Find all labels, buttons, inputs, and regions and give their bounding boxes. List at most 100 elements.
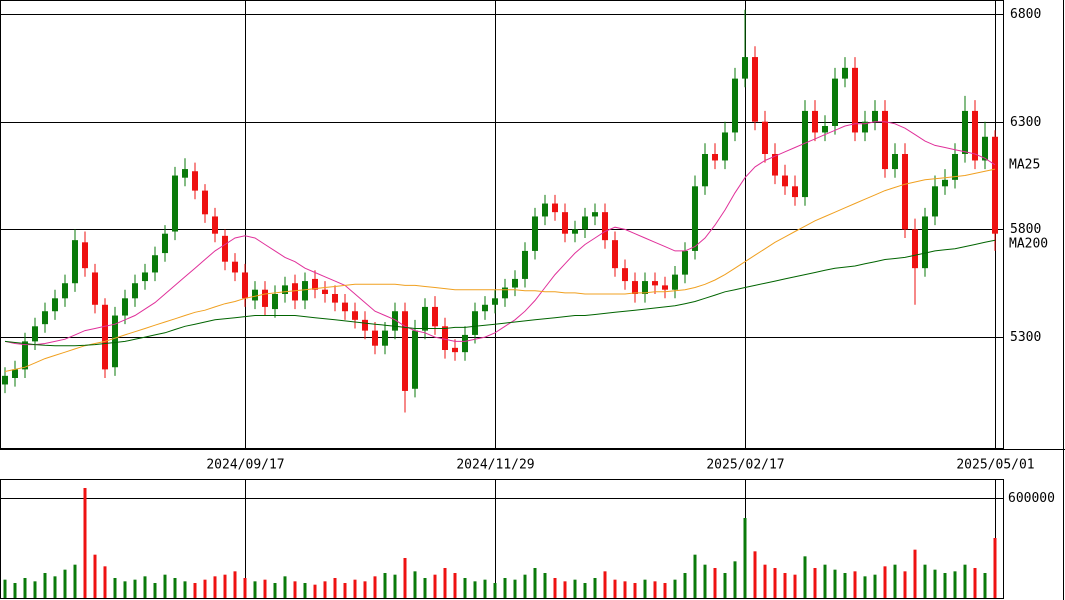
volume-bar xyxy=(573,579,577,598)
candle-body xyxy=(912,229,918,269)
volume-bar xyxy=(323,581,327,598)
candle-body xyxy=(92,272,98,305)
candle-body xyxy=(422,306,428,331)
candle-body xyxy=(322,289,328,294)
volume-bar xyxy=(603,571,607,598)
candle-body xyxy=(152,255,158,273)
candle-body xyxy=(662,285,668,290)
volume-bar xyxy=(33,581,37,598)
candle-body xyxy=(692,186,698,251)
candle-body xyxy=(762,121,768,154)
volume-bar xyxy=(203,579,207,598)
volume-bar xyxy=(13,583,17,598)
volume-bar xyxy=(103,566,107,598)
candle-body xyxy=(632,281,638,294)
candle-body xyxy=(222,235,228,262)
volume-bar xyxy=(853,571,857,598)
volume-bar xyxy=(653,581,657,598)
volume-bar xyxy=(223,574,227,598)
volume-bar xyxy=(673,579,677,598)
candle-body xyxy=(112,315,118,368)
candle-body xyxy=(572,229,578,234)
volume-bar xyxy=(263,579,267,598)
volume-bar xyxy=(363,581,367,598)
volume-bar xyxy=(693,554,697,598)
candle-body xyxy=(512,278,518,288)
candle-body xyxy=(682,250,688,275)
candle-body xyxy=(812,110,818,133)
candle-body xyxy=(392,311,398,331)
volume-bar xyxy=(63,569,67,598)
volume-bar xyxy=(423,578,427,598)
candle-body xyxy=(842,67,848,79)
volume-bar xyxy=(613,579,617,598)
volume-bar xyxy=(583,583,587,598)
candle-body xyxy=(502,287,508,299)
volume-bar xyxy=(563,581,567,598)
price-panel xyxy=(0,0,1004,449)
candle-body xyxy=(882,110,888,170)
candle-body xyxy=(702,154,708,187)
candle-body xyxy=(162,233,168,254)
volume-bar xyxy=(133,579,137,598)
candle-body xyxy=(32,326,38,342)
candle-body xyxy=(412,330,418,389)
volume-bar xyxy=(803,556,807,598)
volume-bar xyxy=(53,576,57,598)
moving-average-line xyxy=(4,168,996,372)
candle-body xyxy=(542,203,548,217)
candle-body xyxy=(622,268,628,282)
volume-bar xyxy=(433,574,437,598)
volume-bar xyxy=(933,569,937,598)
volume-bar xyxy=(353,579,357,598)
volume-bar xyxy=(143,576,147,598)
candle-body xyxy=(432,306,438,327)
candle-body xyxy=(272,294,278,310)
volume-bar xyxy=(763,564,767,598)
volume-bar xyxy=(783,573,787,598)
candle-body xyxy=(282,285,288,294)
volume-bar xyxy=(453,573,457,598)
volume-bar xyxy=(793,574,797,598)
candle-body xyxy=(402,311,408,391)
volume-bar xyxy=(393,574,397,598)
candle-body xyxy=(592,212,598,217)
candle-body xyxy=(242,272,248,299)
candle-body xyxy=(952,154,958,180)
volume-bar xyxy=(243,578,247,598)
volume-bar xyxy=(153,583,157,598)
volume-bar xyxy=(483,579,487,598)
volume-bar xyxy=(493,583,497,598)
candle-body xyxy=(202,190,208,215)
candle-body xyxy=(132,283,138,299)
y-tick-label: 6800 xyxy=(1010,7,1041,22)
volume-bar xyxy=(993,538,997,598)
candle-body xyxy=(472,311,478,335)
volume-bar xyxy=(313,584,317,598)
candle-body xyxy=(902,154,908,230)
candle-body xyxy=(772,154,778,176)
volume-bar xyxy=(633,583,637,598)
volume-bar xyxy=(643,579,647,598)
volume-bar xyxy=(213,576,217,598)
volume-bar xyxy=(3,579,7,598)
volume-bar xyxy=(83,488,87,598)
volume-bar xyxy=(923,564,927,598)
x-tick-label: 2024/09/17 xyxy=(206,458,284,473)
candle-body xyxy=(962,110,968,154)
y-tick-label: 5800 xyxy=(1010,222,1041,237)
candle-body xyxy=(262,289,268,307)
candle-body xyxy=(532,216,538,251)
candle-body xyxy=(82,242,88,269)
volume-bar xyxy=(503,578,507,598)
candle-body xyxy=(72,240,78,284)
candle-body xyxy=(892,154,898,170)
candle-body xyxy=(232,261,238,273)
volume-bar xyxy=(903,571,907,598)
candle-body xyxy=(492,298,498,305)
volume-bar xyxy=(333,578,337,598)
moving-average-line xyxy=(4,239,996,347)
volume-bar xyxy=(913,549,917,598)
volume-bar xyxy=(513,579,517,598)
candle-body xyxy=(192,171,198,191)
